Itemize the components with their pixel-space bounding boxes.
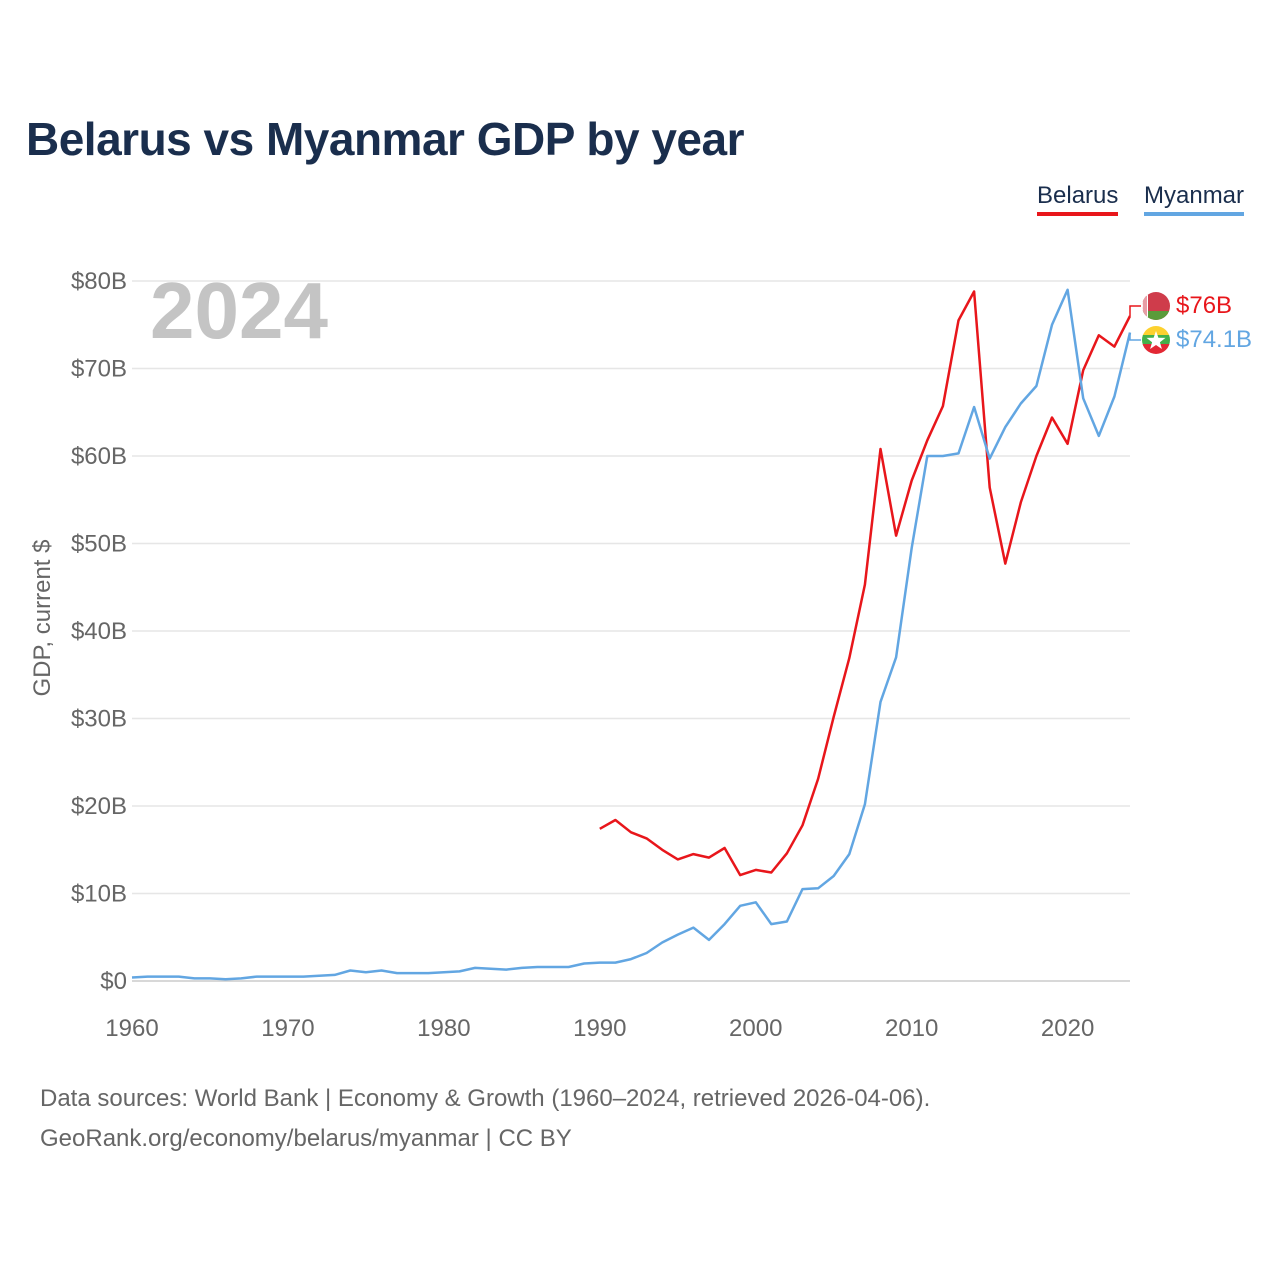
x-tick-label: 2020 [1041, 1015, 1094, 1042]
year-watermark: 2024 [150, 266, 328, 355]
y-tick-label: $40B [71, 618, 127, 645]
y-tick-label: $60B [71, 443, 127, 470]
line-chart: $0$10B$20B$30B$40B$50B$60B$70B$80B 1960 1… [29, 266, 1252, 1042]
y-tick-label: $30B [71, 706, 127, 733]
y-tick-label: $70B [71, 356, 127, 383]
y-tick-label: $80B [71, 268, 127, 295]
series-line-myanmar[interactable] [131, 288, 1132, 981]
x-tick-label: 1970 [261, 1015, 314, 1042]
series-lines [131, 288, 1141, 981]
x-tick-label: 1980 [417, 1015, 470, 1042]
x-tick-label: 2000 [729, 1015, 782, 1042]
series-line-belarus[interactable] [599, 290, 1132, 877]
y-tick-label: $10B [71, 881, 127, 908]
license-link[interactable]: GeoRank.org/economy/belarus/myanmar | CC… [40, 1125, 572, 1152]
sources-text: Data sources: World Bank | Economy & Gro… [40, 1085, 931, 1112]
end-label-connector [1129, 305, 1141, 316]
end-label-myanmar: $74.1B [1176, 326, 1252, 353]
x-tick-label: 1990 [573, 1015, 626, 1042]
y-axis-title: GDP, current $ [29, 540, 56, 697]
chart-title: Belarus vs Myanmar GDP by year [26, 113, 744, 165]
belarus-flag-icon [1142, 292, 1170, 320]
x-axis-tick-labels: 1960 1970 1980 1990 2000 2010 2020 [105, 1015, 1094, 1042]
y-axis-tick-labels: $0 $10B $20B $30B $40B $50B $60B $70B $80B [71, 268, 127, 995]
y-tick-label: $0 [100, 968, 127, 995]
end-label-belarus: $76B [1176, 292, 1232, 319]
gridlines [132, 280, 1130, 982]
legend-item-belarus[interactable]: Belarus [1037, 182, 1119, 216]
x-tick-label: 2010 [885, 1015, 938, 1042]
legend-item-myanmar[interactable]: Myanmar [1144, 182, 1245, 216]
x-tick-label: 1960 [105, 1015, 158, 1042]
y-tick-label: $20B [71, 793, 127, 820]
y-tick-label: $50B [71, 531, 127, 558]
myanmar-flag-icon [1142, 326, 1170, 354]
end-label-connector [1129, 332, 1141, 341]
